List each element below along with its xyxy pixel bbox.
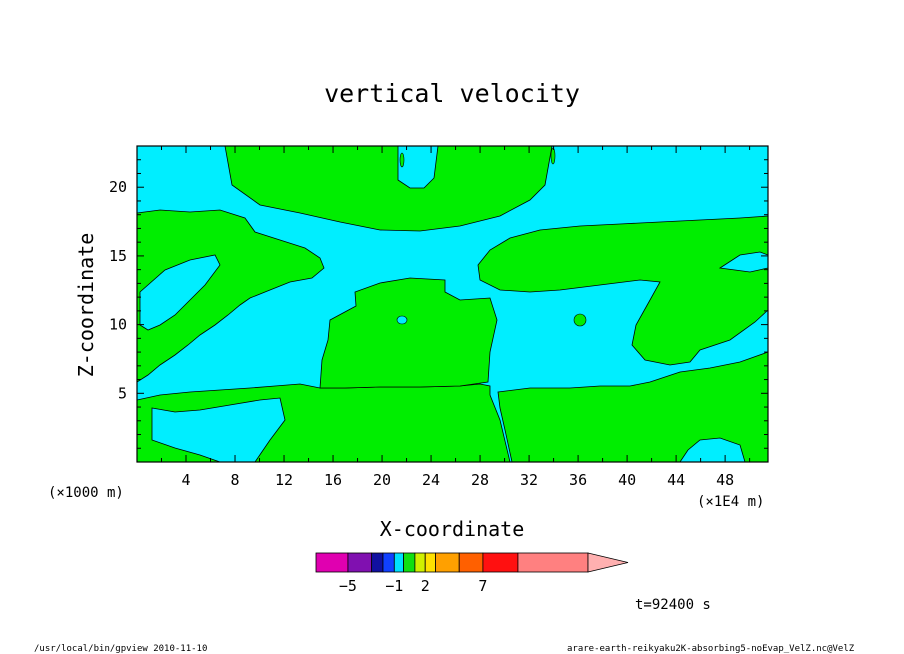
x-tick-label: 44 xyxy=(667,471,685,489)
colorbar-segment xyxy=(435,552,460,573)
contour-region-left-upper xyxy=(137,209,325,383)
colorbar-segment xyxy=(382,552,395,573)
colorbar-segment xyxy=(371,552,384,573)
y-tick-label: 15 xyxy=(109,247,127,265)
y-tick-label: 10 xyxy=(109,316,127,334)
x-axis: 4 8 12 16 20 24 28 32 36 40 44 48 xyxy=(161,146,751,489)
y-tick-label: 20 xyxy=(109,178,127,196)
contour-field xyxy=(137,146,768,462)
plot-frame xyxy=(136,145,769,463)
x-tick-label: 16 xyxy=(324,471,342,489)
colorbar-label: 2 xyxy=(421,577,430,595)
colorbar-segment xyxy=(315,552,349,573)
colorbar-segment xyxy=(482,552,519,573)
contour-region-left-lower xyxy=(137,383,511,462)
colorbar-labels: −5 −1 2 7 xyxy=(339,577,488,595)
x-tick-label: 36 xyxy=(569,471,587,489)
colorbar-label: 7 xyxy=(478,577,487,595)
x-tick-label: 40 xyxy=(618,471,636,489)
x-tick-label: 32 xyxy=(520,471,538,489)
x-axis-label: X-coordinate xyxy=(380,517,525,541)
contour-region-mid-center xyxy=(319,277,498,389)
colorbar-label: −1 xyxy=(385,577,403,595)
x-tick-label: 48 xyxy=(716,471,734,489)
y-axis-unit: (×1000 m) xyxy=(48,485,124,501)
x-tick-label: 4 xyxy=(181,471,190,489)
contour-region-right-lower xyxy=(497,351,768,462)
colorbar-segment xyxy=(458,552,484,573)
colorbar xyxy=(315,552,629,573)
colorbar-segment xyxy=(424,552,436,573)
x-tick-label: 8 xyxy=(231,471,240,489)
colorbar-label: −5 xyxy=(339,577,357,595)
contour-island xyxy=(550,147,556,165)
colorbar-arrow xyxy=(587,552,629,573)
footer-right: arare-earth-reikyaku2K-absorbing5-noEvap… xyxy=(567,644,855,654)
contour-island xyxy=(396,315,408,325)
contour-region-top xyxy=(224,146,553,232)
x-tick-label: 24 xyxy=(422,471,440,489)
colorbar-segment xyxy=(414,552,426,573)
colorbar-segment xyxy=(517,552,589,573)
x-tick-label: 28 xyxy=(471,471,489,489)
contour-region-right-upper xyxy=(477,215,768,366)
contour-island xyxy=(573,313,587,327)
footer-left: /usr/local/bin/gpview 2010-11-10 xyxy=(34,644,207,654)
y-axis-label: Z-coordinate xyxy=(74,233,98,378)
x-tick-label: 20 xyxy=(373,471,391,489)
y-tick-label: 5 xyxy=(118,384,127,402)
x-axis-unit: (×1E4 m) xyxy=(697,494,764,510)
contour-island xyxy=(399,152,405,168)
y-axis: 5 10 15 20 xyxy=(109,159,768,449)
x-tick-label: 12 xyxy=(275,471,293,489)
time-label: t=92400 s xyxy=(635,597,711,613)
colorbar-segment xyxy=(393,552,404,573)
colorbar-segment xyxy=(403,552,416,573)
colorbar-segment xyxy=(347,552,373,573)
chart-title: vertical velocity xyxy=(324,79,580,108)
